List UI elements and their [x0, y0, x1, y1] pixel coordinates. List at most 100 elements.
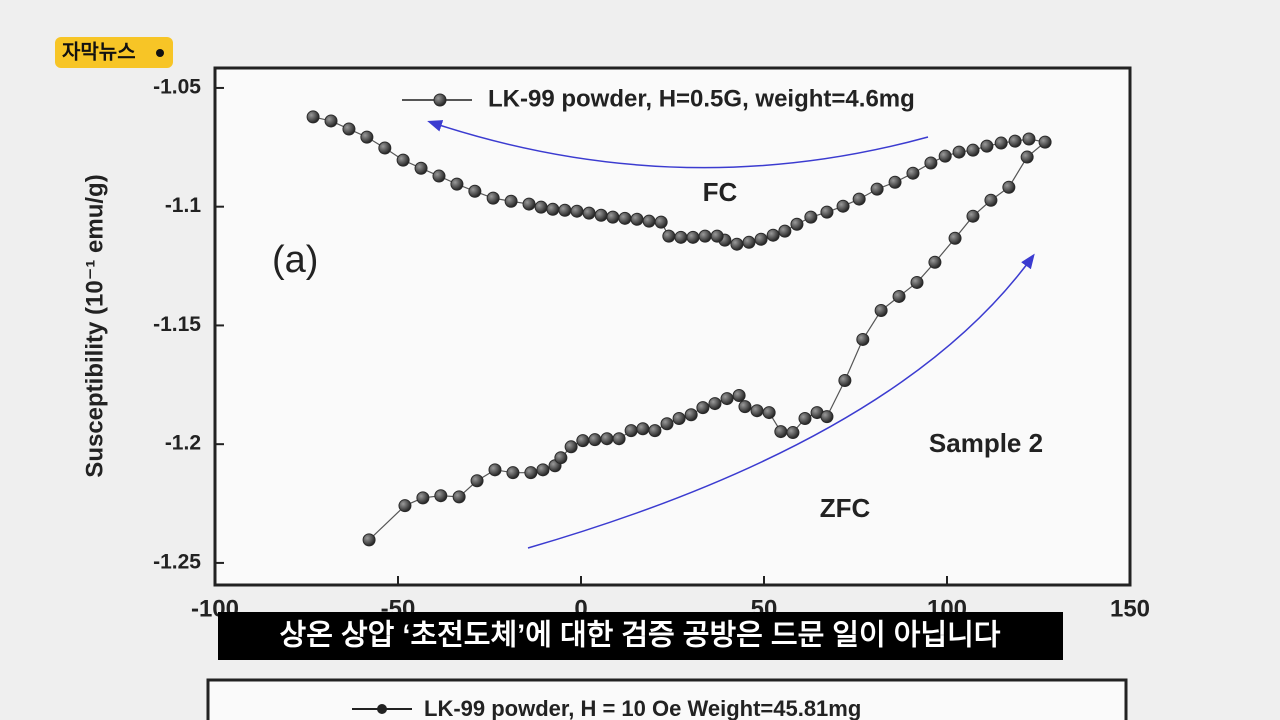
- sample-label: Sample 2: [929, 428, 1043, 458]
- y-axis-label: Susceptibility (10⁻¹ emu/g): [81, 174, 108, 477]
- data-point: [778, 224, 792, 238]
- data-point: [546, 202, 560, 216]
- data-point: [534, 200, 548, 214]
- caption-box: [218, 612, 1063, 660]
- data-point: [486, 191, 500, 205]
- data-point: [468, 184, 482, 198]
- data-point: [686, 230, 700, 244]
- data-point: [506, 466, 520, 480]
- data-point: [342, 122, 356, 136]
- data-point: [1008, 134, 1022, 148]
- data-point: [1022, 132, 1036, 146]
- data-point: [906, 166, 920, 180]
- data-point: [754, 232, 768, 246]
- plot: -1.25-1.2-1.15-1.1-1.05-100 -50 0 50 100 150L…: [153, 75, 1150, 622]
- data-point: [708, 397, 722, 411]
- data-point: [588, 433, 602, 447]
- data-point: [672, 412, 686, 426]
- data-point: [820, 410, 834, 424]
- data-point: [594, 208, 608, 222]
- data-point: [938, 149, 952, 163]
- data-point: [766, 228, 780, 242]
- panel-label: (a): [272, 239, 318, 281]
- zfc-label: ZFC: [820, 493, 871, 523]
- data-point: [488, 463, 502, 477]
- data-point: [750, 404, 764, 418]
- badge: 자막뉴스: [62, 40, 136, 63]
- data-point: [434, 489, 448, 503]
- data-point: [522, 197, 536, 211]
- y-tick-label: -1.15: [153, 313, 201, 336]
- data-point: [306, 110, 320, 124]
- y-tick-label: -1.25: [153, 550, 201, 573]
- data-point: [838, 374, 852, 388]
- data-point: [378, 141, 392, 155]
- data-point: [738, 400, 752, 414]
- data-point: [536, 463, 550, 477]
- data-point: [618, 211, 632, 225]
- legend-marker: [433, 93, 447, 107]
- data-point: [576, 434, 590, 448]
- data-point: [980, 139, 994, 153]
- data-point: [1038, 135, 1052, 149]
- data-point: [662, 229, 676, 243]
- data-point: [452, 490, 466, 504]
- data-point: [924, 156, 938, 170]
- data-point: [564, 440, 578, 454]
- data-point: [852, 192, 866, 206]
- data-point: [624, 424, 638, 438]
- data-point: [856, 332, 870, 346]
- data-point: [360, 130, 374, 144]
- data-point: [698, 229, 712, 243]
- data-point: [762, 406, 776, 420]
- data-point: [630, 212, 644, 226]
- data-point: [470, 474, 484, 488]
- data-point: [888, 175, 902, 189]
- data-point: [648, 424, 662, 438]
- data-point: [804, 210, 818, 224]
- data-point: [984, 193, 998, 207]
- data-point: [416, 491, 430, 505]
- data-point: [636, 422, 650, 436]
- data-point: [720, 392, 734, 406]
- data-point: [554, 451, 568, 465]
- zfc-arrow: [527, 253, 1035, 549]
- y-tick-label: -1.1: [165, 194, 202, 217]
- data-point: [742, 235, 756, 249]
- data-point: [660, 417, 674, 431]
- data-point: [450, 177, 464, 191]
- data-point: [870, 182, 884, 196]
- data-point: [966, 209, 980, 223]
- data-point: [324, 114, 338, 128]
- data-point: [432, 169, 446, 183]
- data-point: [948, 231, 962, 245]
- data-point: [994, 136, 1008, 150]
- data-point: [1020, 150, 1034, 164]
- data-point: [710, 229, 724, 243]
- data-point: [910, 275, 924, 289]
- data-point: [674, 230, 688, 244]
- data-point: [654, 215, 668, 229]
- badge-dot: [156, 49, 164, 57]
- legend-label: LK-99 powder, H=0.5G, weight=4.6mg: [488, 85, 915, 112]
- caption: 상온 상압 ‘초전도체’에 대한 검증 공방은 드문 일이 아닙니다: [280, 619, 1001, 652]
- next-chart-legend: LK-99 powder, H = 10 Oe Weight=45.81mg: [424, 696, 861, 720]
- data-point: [820, 205, 834, 219]
- data-point: [874, 303, 888, 317]
- data-point: [558, 203, 572, 217]
- data-point: [774, 425, 788, 439]
- data-point: [582, 206, 596, 220]
- data-point: [642, 214, 656, 228]
- data-point: [504, 194, 518, 208]
- data-point: [966, 143, 980, 157]
- data-point: [730, 237, 744, 251]
- data-point: [1002, 180, 1016, 194]
- data-point: [362, 533, 376, 547]
- data-point: [612, 432, 626, 446]
- y-tick-label: -1.2: [165, 432, 201, 455]
- data-point: [928, 255, 942, 269]
- x-tick-label: 150: [1110, 595, 1150, 622]
- data-point: [952, 145, 966, 159]
- data-point: [606, 210, 620, 224]
